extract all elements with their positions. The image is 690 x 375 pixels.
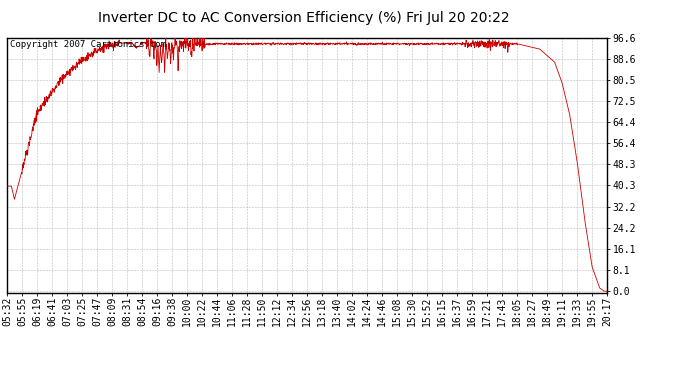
Text: Inverter DC to AC Conversion Efficiency (%) Fri Jul 20 20:22: Inverter DC to AC Conversion Efficiency … bbox=[98, 11, 509, 25]
Text: Copyright 2007 Cartronics.com: Copyright 2007 Cartronics.com bbox=[10, 40, 166, 49]
